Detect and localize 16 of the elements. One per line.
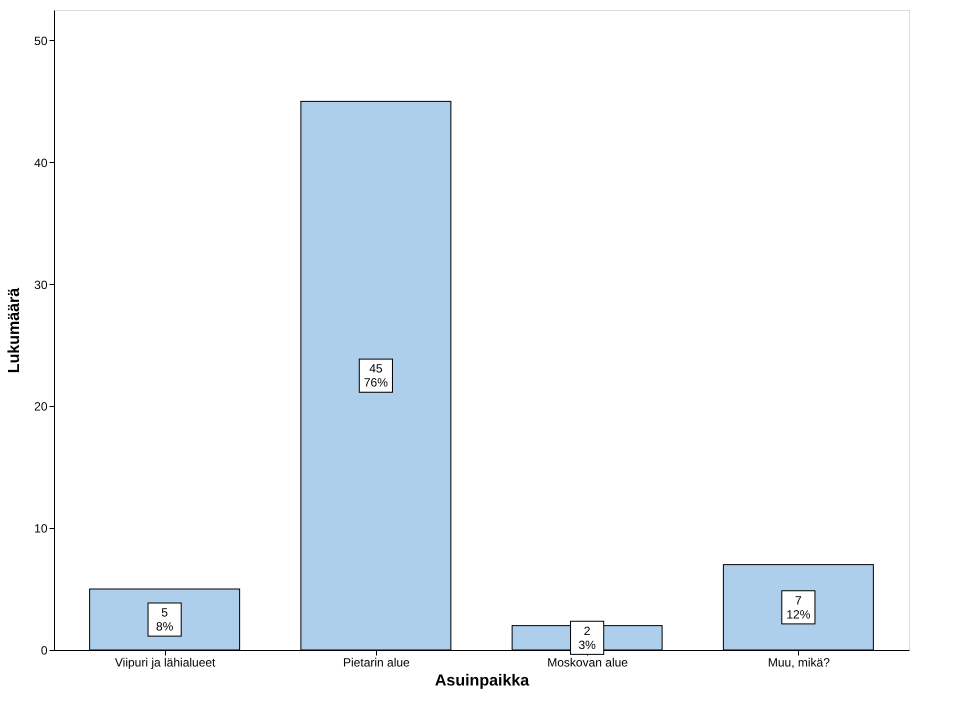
x-tick-label: Muu, mikä? [768, 656, 830, 670]
x-tick-label: Viipuri ja lähialueet [114, 656, 216, 670]
y-tick-label: 0 [40, 644, 48, 658]
data-label: 45 76% [364, 362, 388, 390]
y-tick-label: 40 [34, 156, 48, 170]
data-label: 7 12% [786, 593, 811, 622]
x-axis-title: Asuinpaikka [434, 672, 530, 690]
y-axis-title: Lukumäärä [6, 288, 24, 374]
data-label: 5 8% [156, 606, 174, 634]
y-tick-label: 50 [34, 34, 48, 48]
x-tick-label: Pietarin alue [343, 656, 410, 670]
y-tick-label: 20 [34, 400, 48, 414]
y-tick-label: 30 [34, 278, 48, 292]
x-tick-label: Moskovan alue [547, 656, 628, 670]
y-tick-label: 10 [34, 522, 48, 536]
data-label: 2 3% [578, 624, 596, 652]
